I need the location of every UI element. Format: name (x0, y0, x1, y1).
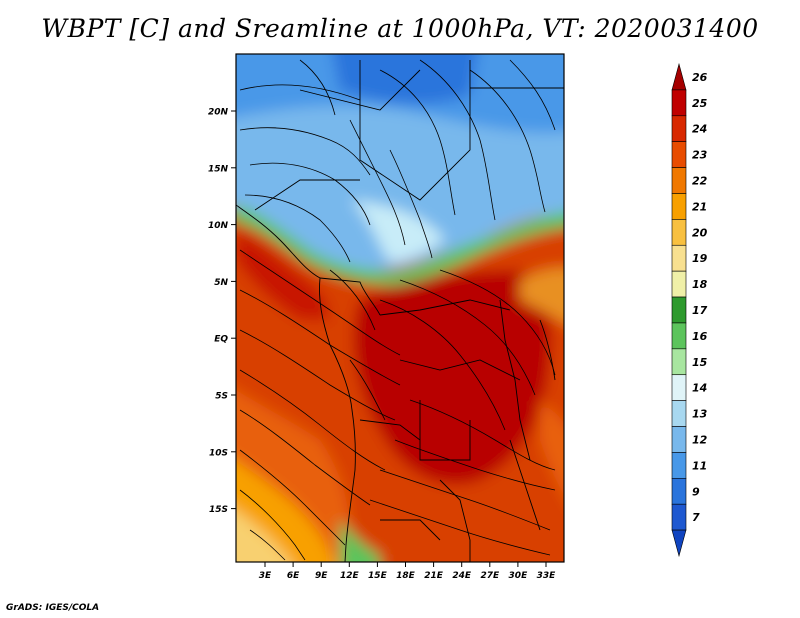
colorbar-swatch (671, 115, 687, 142)
colorbar-label: 12 (692, 434, 708, 447)
colorbar-label: 20 (692, 226, 708, 239)
lon-tick-label: 3E (259, 571, 272, 581)
colorbar-swatch (671, 478, 687, 505)
colorbar-label: 15 (692, 356, 708, 369)
lon-tick-label: 27E (480, 571, 500, 581)
lat-tick-label: 10N (208, 221, 229, 231)
lon-tick-label: 15E (368, 571, 388, 581)
lat-tick-label: EQ (214, 335, 228, 345)
colorbar-swatch (671, 374, 687, 401)
latitude-axis: 20N 15N 10N 5N EQ 5S 10S 15S (208, 108, 236, 515)
colorbar-swatch (671, 219, 687, 246)
map-frame (235, 53, 565, 563)
lat-tick-label: 5S (215, 392, 228, 402)
colorbar-swatch (671, 529, 687, 558)
colorbar-label: 7 (692, 511, 700, 524)
colorbar-swatch (671, 348, 687, 376)
lon-tick-label: 24E (452, 571, 472, 581)
colorbar-swatch (671, 62, 687, 91)
colorbar-swatch (671, 452, 687, 479)
colorbar: 26 25 24 23 22 21 20 19 18 17 16 15 14 13 12 11 9 7 (671, 62, 708, 558)
lon-tick-label: 30E (509, 571, 529, 581)
map-panel (236, 54, 564, 562)
colorbar-label: 11 (692, 459, 707, 472)
lat-tick-label: 10S (209, 448, 228, 458)
colorbar-label: 24 (692, 123, 707, 136)
lat-tick-label: 15S (209, 505, 228, 515)
colorbar-label: 22 (692, 175, 708, 188)
colorbar-swatch (671, 167, 687, 194)
colorbar-label: 18 (692, 278, 708, 291)
lat-tick-label: 15N (208, 164, 229, 174)
colorbar-label: 25 (692, 97, 708, 110)
wbpt-shading (236, 54, 564, 562)
colorbar-label: 13 (692, 408, 708, 421)
lat-tick-label: 5N (214, 278, 228, 288)
colorbar-label: 17 (692, 304, 708, 317)
longitude-axis: 3E 6E 9E 12E 15E 18E 21E 24E 27E 30E 33E (259, 562, 556, 581)
lon-tick-label: 18E (396, 571, 416, 581)
lon-tick-label: 21E (424, 571, 444, 581)
lat-tick-label: 20N (208, 108, 229, 118)
lon-tick-label: 33E (537, 571, 557, 581)
lon-tick-label: 6E (287, 571, 300, 581)
lon-tick-label: 12E (340, 571, 360, 581)
grads-credit: GrADS: IGES/COLA (6, 603, 100, 613)
colorbar-swatch (671, 244, 687, 272)
colorbar-swatch (671, 322, 687, 350)
colorbar-label: 21 (692, 200, 707, 213)
colorbar-swatch (671, 426, 687, 453)
colorbar-label: 26 (692, 71, 708, 84)
colorbar-label: 23 (692, 149, 708, 162)
colorbar-label: 14 (692, 382, 707, 395)
coastlines-borders (236, 60, 564, 562)
colorbar-swatch (671, 296, 687, 324)
colorbar-label: 19 (692, 252, 708, 265)
streamlines (239, 59, 556, 561)
colorbar-swatch (671, 193, 687, 220)
lon-tick-label: 9E (315, 571, 328, 581)
colorbar-swatch (671, 400, 687, 427)
colorbar-swatch (671, 89, 687, 117)
colorbar-swatch (671, 503, 687, 531)
colorbar-label: 16 (692, 330, 708, 343)
colorbar-swatch (671, 270, 687, 298)
colorbar-label: 9 (692, 485, 700, 498)
chart-title: WBPT [C] and Sreamline at 1000hPa, VT: 2… (41, 14, 759, 43)
colorbar-swatch (671, 141, 687, 168)
